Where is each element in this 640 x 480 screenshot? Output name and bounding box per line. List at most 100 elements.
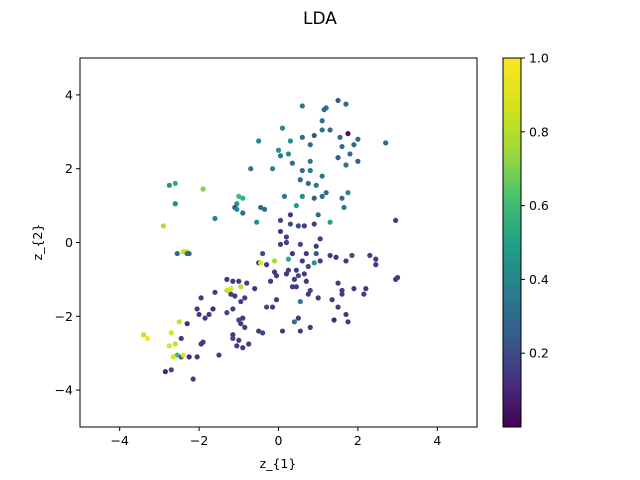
x-tick-label: −2 — [190, 433, 208, 448]
data-point — [345, 319, 351, 325]
data-point — [168, 367, 174, 373]
data-point — [240, 345, 246, 351]
data-point — [311, 195, 317, 201]
x-tick-label: 4 — [433, 433, 441, 448]
data-point — [291, 276, 297, 282]
data-point — [160, 223, 166, 229]
data-point — [256, 328, 262, 334]
data-point — [355, 136, 361, 142]
data-point — [363, 286, 369, 292]
colorbar-tick-label: 0.2 — [529, 346, 549, 361]
data-point — [228, 286, 234, 292]
data-point — [339, 291, 345, 297]
data-point — [238, 284, 244, 290]
data-point — [319, 118, 325, 124]
data-point — [297, 177, 303, 183]
data-point — [240, 195, 246, 201]
data-point — [224, 276, 230, 282]
data-point — [347, 151, 353, 157]
data-point — [144, 335, 151, 342]
data-point — [166, 182, 172, 188]
data-point — [327, 219, 333, 225]
data-point — [230, 335, 236, 342]
data-point — [361, 291, 367, 297]
data-point — [319, 173, 325, 179]
data-point — [269, 166, 276, 172]
y-tick-label: −4 — [55, 383, 73, 398]
data-point — [289, 160, 295, 166]
data-point — [303, 278, 309, 284]
data-point — [313, 243, 319, 249]
data-point — [224, 310, 230, 316]
data-point — [224, 287, 230, 294]
data-point — [307, 167, 313, 174]
data-point — [343, 311, 349, 318]
data-point — [299, 258, 305, 264]
data-point — [335, 97, 341, 104]
data-point — [178, 335, 184, 342]
data-point — [172, 341, 178, 347]
data-point — [291, 319, 297, 325]
data-point — [190, 376, 196, 382]
data-point — [345, 190, 351, 196]
data-point — [285, 256, 292, 262]
data-point — [275, 147, 282, 153]
data-point — [172, 180, 178, 187]
y-axis: −4 −2 0 2 4 — [55, 87, 80, 398]
data-point — [277, 217, 284, 223]
data-point — [186, 354, 192, 360]
data-point — [349, 252, 355, 259]
data-point — [285, 151, 292, 157]
data-point — [238, 298, 244, 305]
x-tick-label: −4 — [110, 433, 128, 448]
data-point — [329, 297, 335, 303]
data-point — [303, 250, 309, 257]
data-point — [333, 254, 339, 260]
data-point — [206, 311, 212, 318]
data-point — [319, 127, 325, 133]
data-point — [293, 284, 299, 290]
data-point — [277, 228, 284, 235]
data-point — [339, 195, 345, 201]
data-point — [289, 250, 295, 257]
data-point — [335, 155, 341, 161]
x-axis-label: z_{1} — [260, 456, 297, 471]
data-point — [293, 203, 299, 209]
y-tick-label: −2 — [55, 309, 73, 324]
data-point — [295, 315, 301, 321]
data-point — [271, 258, 278, 264]
data-point — [285, 267, 292, 273]
data-point — [301, 271, 307, 277]
data-point — [279, 328, 286, 334]
points-layer — [140, 97, 401, 382]
data-point — [317, 258, 323, 264]
data-point — [236, 337, 242, 343]
data-point — [194, 306, 200, 312]
data-point — [184, 321, 190, 327]
data-point — [180, 352, 186, 358]
data-point — [301, 223, 307, 229]
data-point — [196, 311, 202, 318]
data-point — [293, 267, 299, 273]
data-point — [262, 206, 268, 212]
data-point — [373, 256, 379, 262]
data-point — [331, 317, 337, 323]
data-point — [248, 166, 254, 172]
data-point — [258, 204, 264, 211]
data-point — [260, 250, 266, 257]
x-tick-label: 0 — [275, 433, 283, 448]
data-point — [287, 221, 294, 227]
colorbar-tick-label: 0.8 — [529, 124, 549, 139]
data-point — [295, 273, 301, 279]
data-point — [212, 289, 218, 295]
y-axis-label: z_{2} — [30, 224, 45, 261]
data-point — [256, 138, 262, 144]
data-point — [351, 286, 357, 292]
data-point — [230, 332, 236, 338]
data-point — [289, 284, 295, 290]
data-point — [210, 306, 216, 312]
data-point — [305, 291, 311, 297]
data-point — [254, 219, 260, 225]
data-point — [242, 324, 248, 330]
